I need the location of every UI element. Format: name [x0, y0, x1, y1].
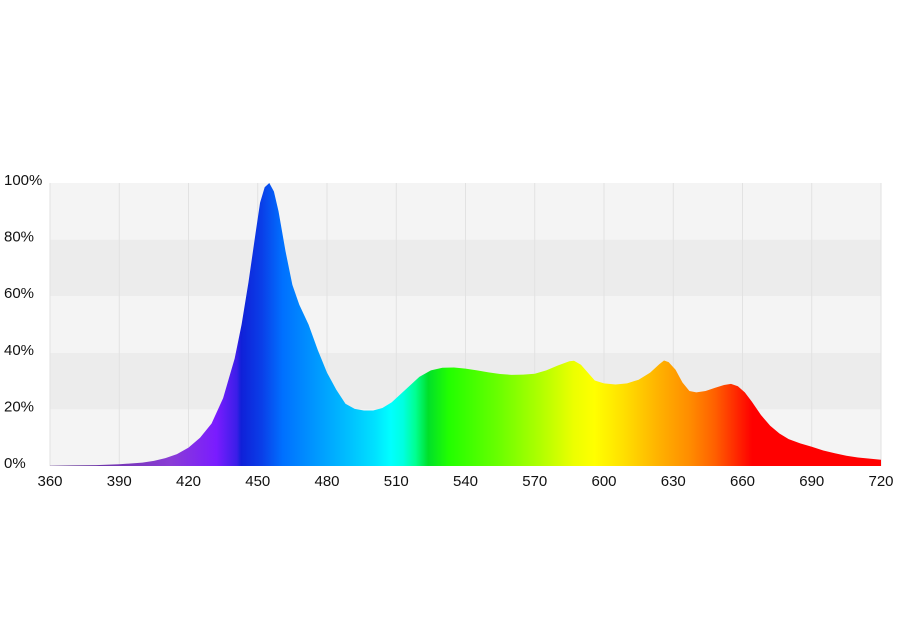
x-tick-label: 510 [384, 473, 409, 490]
x-axis-labels: 360 390 420 450 480 510 540 570 600 630 660 690 720 [37, 473, 893, 490]
x-tick-label: 480 [314, 473, 339, 490]
x-tick-label: 660 [730, 473, 755, 490]
y-tick-label: 60% [4, 285, 34, 302]
y-tick-label: 40% [4, 342, 34, 359]
y-tick-label: 0% [4, 455, 26, 472]
x-tick-label: 690 [799, 473, 824, 490]
x-tick-label: 540 [453, 473, 478, 490]
x-tick-label: 600 [591, 473, 616, 490]
x-tick-label: 630 [661, 473, 686, 490]
spectrum-area [50, 183, 881, 466]
x-tick-label: 390 [107, 473, 132, 490]
y-axis-labels: 0% 20% 40% 60% 80% 100% [4, 172, 42, 472]
y-tick-label: 20% [4, 398, 34, 415]
x-tick-label: 420 [176, 473, 201, 490]
spectrum-area-layer [50, 183, 881, 466]
x-tick-label: 720 [868, 473, 893, 490]
x-tick-label: 570 [522, 473, 547, 490]
y-tick-label: 80% [4, 229, 34, 246]
x-tick-label: 450 [245, 473, 270, 490]
y-tick-label: 100% [4, 172, 42, 189]
x-tick-label: 360 [37, 473, 62, 490]
